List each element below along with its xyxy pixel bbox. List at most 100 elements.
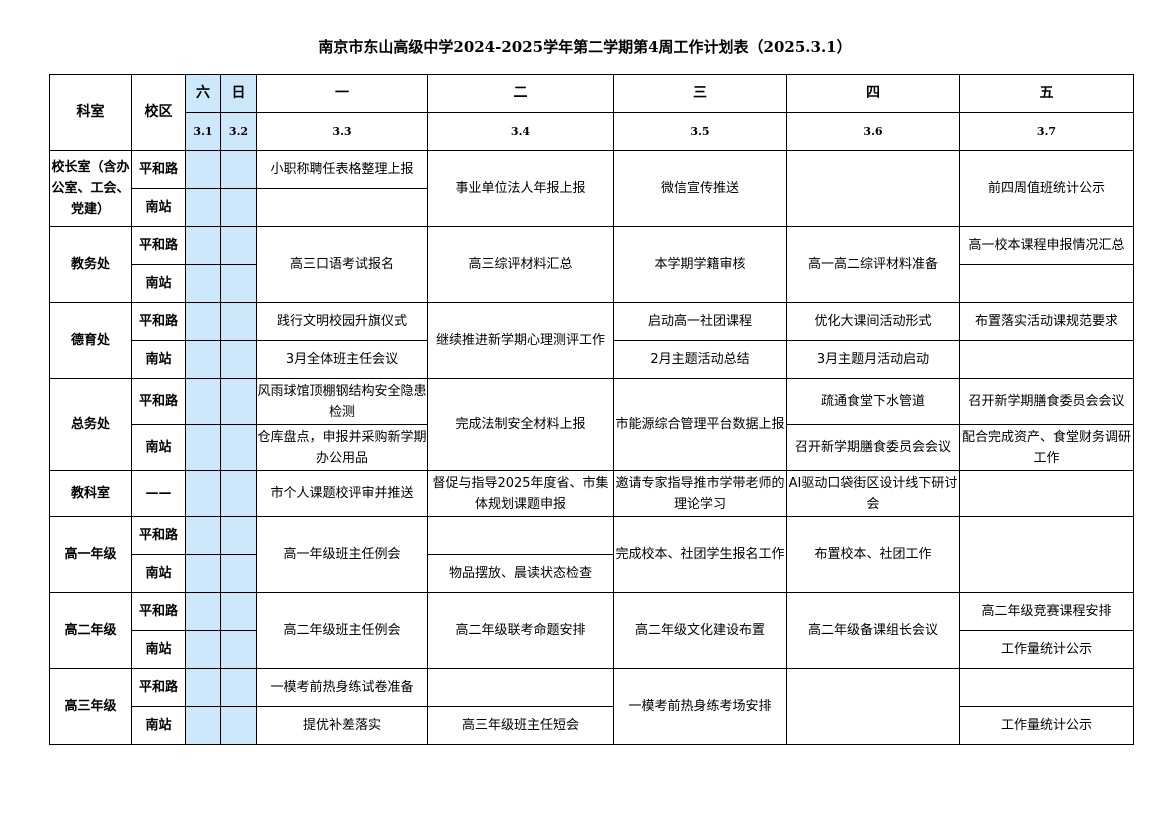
saturday-cell xyxy=(185,226,221,265)
dept-cell: 高三年级 xyxy=(49,668,132,745)
table-row: 教科室 —— 市个人课题校评审并推送 督促与指导2025年度省、市集体规划课题申报 邀请… xyxy=(49,470,1134,517)
table-row: 高一年级 平和路 高一年级班主任例会 完成校本、社团学生报名工作 布置校本、社团工作 xyxy=(49,516,1134,593)
table-row: 南站 物品摆放、晨读状态检查 xyxy=(50,554,1134,593)
plan-cell: 继续推进新学期心理测评工作 xyxy=(427,302,614,379)
campus-cell: 南站 xyxy=(131,340,186,379)
plan-cell: 疏通食堂下水管道 xyxy=(786,378,960,425)
plan-cell: 一模考前热身练试卷准备 xyxy=(256,668,428,707)
plan-cell: 微信宣传推送 xyxy=(613,150,787,227)
dept-cell: 高二年级 xyxy=(49,592,132,669)
saturday-cell xyxy=(185,706,221,745)
day-header: 一 xyxy=(256,74,428,113)
plan-cell: 市个人课题校评审并推送 xyxy=(256,470,428,517)
dept-cell: 德育处 xyxy=(49,302,132,379)
sunday-cell xyxy=(220,592,257,631)
plan-cell: 启动高一社团课程 xyxy=(613,302,787,341)
plan-cell xyxy=(959,516,1134,593)
plan-cell: 高三口语考试报名 xyxy=(256,226,428,303)
sunday-cell xyxy=(220,264,257,303)
header-campus: 校区 xyxy=(131,74,186,151)
plan-cell: 邀请专家指导推市学带老师的理论学习 xyxy=(613,470,787,517)
table-row: 高三年级 平和路 一模考前热身练试卷准备 一模考前热身练考场安排 xyxy=(49,668,1134,745)
sunday-cell xyxy=(220,226,257,265)
plan-cell xyxy=(959,264,1134,303)
plan-cell: 风雨球馆顶棚钢结构安全隐患检测 xyxy=(256,378,428,425)
plan-cell: 高一高二综评材料准备 xyxy=(786,226,960,303)
date-header: 3.6 xyxy=(786,112,960,151)
sunday-cell xyxy=(220,668,257,707)
sunday-cell xyxy=(220,340,257,379)
table-row: 教务处 平和路 高三口语考试报名 高三综评材料汇总 本学期学籍审核 高一高二综评材料准备高… xyxy=(49,226,1134,303)
plan-cell: 物品摆放、晨读状态检查 xyxy=(427,554,614,593)
table-row: 南站 仓库盘点，申报并采购新学期办公用品 召开新学期膳食委员会会议 配合完成资产、食堂… xyxy=(50,424,1134,471)
saturday-cell xyxy=(185,630,221,669)
header-dept: 科室 xyxy=(49,74,132,151)
plan-cell: 完成法制安全材料上报 xyxy=(427,378,614,471)
date-header: 3.3 xyxy=(256,112,428,151)
campus-cell: 南站 xyxy=(131,188,186,227)
plan-cell: 高二年级文化建设布置 xyxy=(613,592,787,669)
date-header: 3.4 xyxy=(427,112,614,151)
plan-cell: 工作量统计公示 xyxy=(959,706,1134,745)
campus-cell: 平和路 xyxy=(131,150,186,189)
plan-cell: 一模考前热身练考场安排 xyxy=(613,668,787,745)
plan-cell: 仓库盘点，申报并采购新学期办公用品 xyxy=(256,424,428,471)
saturday-cell xyxy=(185,264,221,303)
plan-cell xyxy=(959,340,1134,379)
day-header: 四 xyxy=(786,74,960,113)
table-row: 南站 工作量统计公示 xyxy=(50,630,1134,669)
date-header: 3.1 xyxy=(185,112,221,151)
plan-cell xyxy=(256,188,428,227)
plan-cell: 提优补差落实 xyxy=(256,706,428,745)
plan-cell: 优化大课间活动形式 xyxy=(786,302,960,341)
plan-cell: 小职称聘任表格整理上报 xyxy=(256,150,428,189)
plan-cell: 践行文明校园升旗仪式 xyxy=(256,302,428,341)
table-row: 总务处 平和路 风雨球馆顶棚钢结构安全隐患检测 完成法制安全材料上报 市能源综合管理平台… xyxy=(49,378,1134,471)
dept-cell: 教务处 xyxy=(49,226,132,303)
campus-cell: 平和路 xyxy=(131,668,186,707)
campus-cell: 平和路 xyxy=(131,378,186,425)
day-header: 二 xyxy=(427,74,614,113)
dept-cell: 校长室（含办公室、工会、党建） xyxy=(49,150,132,227)
plan-cell xyxy=(786,150,960,227)
plan-cell: 工作量统计公示 xyxy=(959,630,1134,669)
plan-cell: 事业单位法人年报上报 xyxy=(427,150,614,227)
campus-cell: 南站 xyxy=(131,424,186,471)
day-header: 六 xyxy=(185,74,221,113)
plan-cell: 配合完成资产、食堂财务调研工作 xyxy=(959,424,1134,471)
page-title: 南京市东山高级中学2024-2025学年第二学期第4周工作计划表（2025.3.… xyxy=(318,38,852,56)
campus-cell: 南站 xyxy=(131,706,186,745)
plan-cell: 完成校本、社团学生报名工作 xyxy=(613,516,787,593)
plan-cell: 高二年级竞赛课程安排 xyxy=(959,592,1134,631)
saturday-cell xyxy=(185,470,221,517)
campus-cell: 平和路 xyxy=(131,302,186,341)
plan-cell: 高二年级班主任例会 xyxy=(256,592,428,669)
plan-cell: 督促与指导2025年度省、市集体规划课题申报 xyxy=(427,470,614,517)
plan-cell: 高二年级备课组长会议 xyxy=(786,592,960,669)
plan-cell xyxy=(427,516,614,555)
table-row: 校长室（含办公室、工会、党建） 平和路 小职称聘任表格整理上报 事业单位法人年报上报微… xyxy=(49,150,1134,227)
plan-cell xyxy=(959,470,1134,517)
date-header: 3.2 xyxy=(220,112,257,151)
saturday-cell xyxy=(185,424,221,471)
saturday-cell xyxy=(185,668,221,707)
saturday-cell xyxy=(185,340,221,379)
campus-cell: 南站 xyxy=(131,264,186,303)
plan-cell: 布置落实活动课规范要求 xyxy=(959,302,1134,341)
sunday-cell xyxy=(220,516,257,555)
saturday-cell xyxy=(185,378,221,425)
dept-cell: 教科室 xyxy=(49,470,132,517)
day-header: 日 xyxy=(220,74,257,113)
saturday-cell xyxy=(185,554,221,593)
campus-cell: 南站 xyxy=(131,630,186,669)
day-header: 三 xyxy=(613,74,787,113)
plan-cell xyxy=(959,668,1134,707)
plan-cell: 高二年级联考命题安排 xyxy=(427,592,614,669)
dept-cell: 高一年级 xyxy=(49,516,132,593)
plan-cell: 高三年级班主任短会 xyxy=(427,706,614,745)
plan-cell: 3月全体班主任会议 xyxy=(256,340,428,379)
table-row: 德育处 平和路 践行文明校园升旗仪式 继续推进新学期心理测评工作 启动高一社团课程 优化大… xyxy=(49,302,1134,379)
plan-cell: 前四周值班统计公示 xyxy=(959,150,1134,227)
plan-cell: 高一年级班主任例会 xyxy=(256,516,428,593)
plan-cell: 高一校本课程申报情况汇总 xyxy=(959,226,1134,265)
